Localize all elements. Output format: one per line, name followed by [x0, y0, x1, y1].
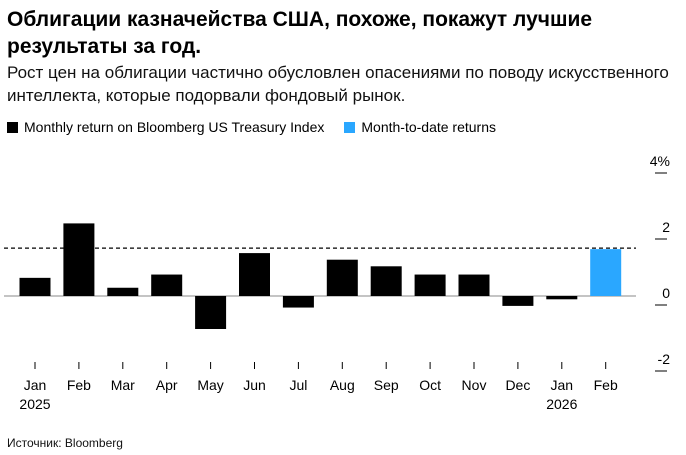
x-tick-label-0: Jan — [24, 377, 47, 393]
legend-item-month-to-date: Month-to-date returns — [344, 119, 496, 135]
bar-monthly-return-10 — [458, 274, 490, 296]
bar-monthly-return-2 — [107, 287, 139, 296]
legend-swatch-monthly-return — [7, 121, 18, 133]
x-tick-label-13: Feb — [594, 377, 618, 393]
y-tick-label-3: -2 — [658, 351, 671, 367]
x-tick-label-9: Oct — [419, 377, 441, 393]
x-tick-label-6: Jul — [289, 377, 307, 393]
bar-monthly-return-6 — [282, 296, 314, 308]
x-tick-label-4: May — [197, 377, 223, 393]
bar-monthly-return-12 — [546, 296, 578, 300]
x-year-label-0: 2025 — [19, 396, 50, 412]
bar-monthly-return-5 — [239, 253, 270, 296]
x-tick-label-3: Apr — [156, 377, 178, 393]
bar-monthly-return-11 — [502, 296, 534, 306]
legend-swatch-month-to-date — [344, 121, 356, 133]
x-tick-label-5: Jun — [243, 377, 266, 393]
x-tick-label-1: Feb — [67, 377, 91, 393]
legend-label-monthly-return: Monthly return on Bloomberg US Treasury … — [24, 119, 325, 135]
y-tick-label-1: 2 — [662, 219, 670, 235]
bar-monthly-return-0 — [19, 277, 51, 296]
x-tick-label-11: Dec — [505, 377, 530, 393]
bar-month-to-date-13 — [590, 249, 622, 296]
bar-monthly-return-4 — [195, 296, 227, 329]
legend-item-monthly-return: Monthly return on Bloomberg US Treasury … — [7, 119, 324, 135]
x-tick-label-8: Sep — [374, 377, 399, 393]
bar-monthly-return-3 — [151, 274, 183, 296]
bar-monthly-return-9 — [414, 274, 446, 296]
bar-monthly-return-7 — [326, 259, 358, 296]
x-tick-label-12: Jan — [551, 377, 574, 393]
x-tick-label-7: Aug — [330, 377, 355, 393]
x-tick-label-10: Nov — [462, 377, 487, 393]
x-year-label-12: 2026 — [546, 396, 577, 412]
chart-subtitle: Рост цен на облигации частично обусловле… — [7, 63, 669, 105]
x-tick-label-2: Mar — [111, 377, 135, 393]
y-tick-label-2: 0 — [662, 285, 670, 301]
legend: Monthly return on Bloomberg US Treasury … — [7, 119, 516, 135]
source-note: Источник: Bloomberg — [7, 436, 123, 450]
bar-monthly-return-8 — [370, 266, 402, 296]
bar-monthly-return-1 — [63, 223, 95, 296]
y-tick-label-0: 4% — [650, 153, 670, 169]
legend-label-month-to-date: Month-to-date returns — [361, 119, 496, 135]
chart-title: Облигации казначейства США, похоже, пока… — [7, 8, 593, 58]
